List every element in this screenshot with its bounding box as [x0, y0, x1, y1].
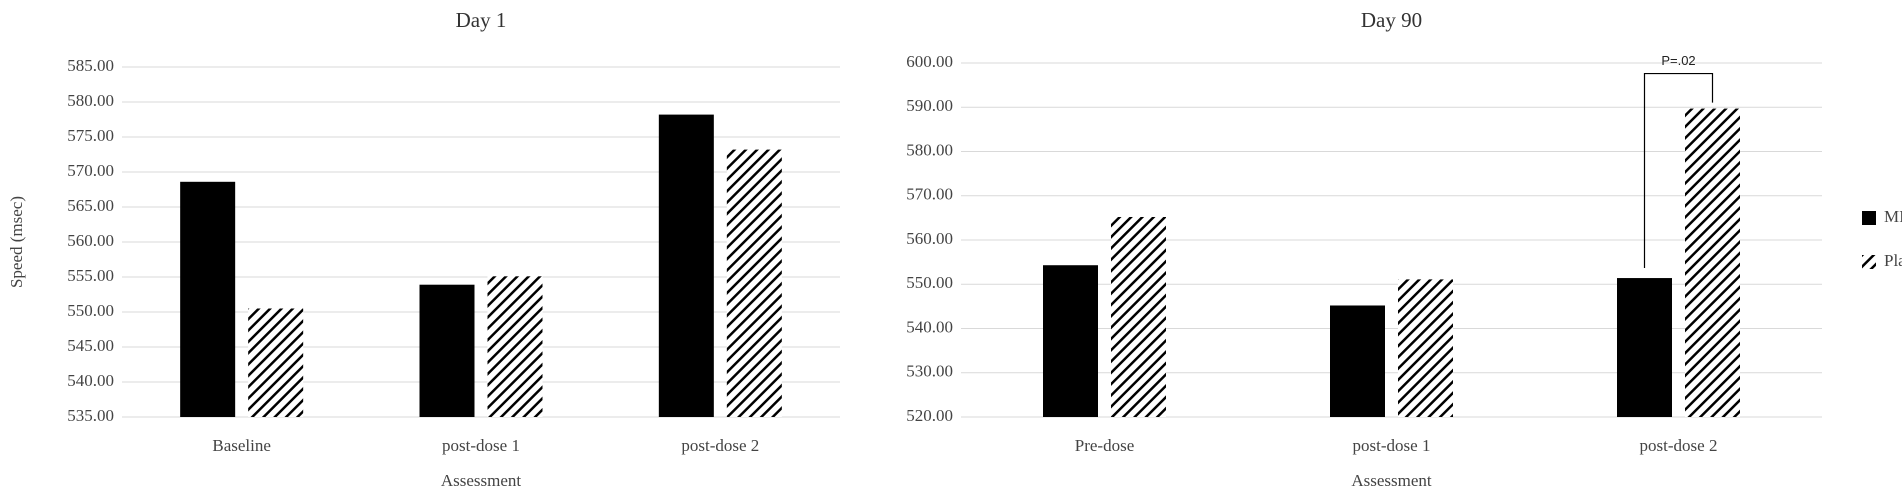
bar — [1111, 216, 1166, 417]
significance-bracket — [1643, 72, 1714, 269]
y-tick-label: 540.00 — [906, 317, 953, 336]
y-tick-label: 580.00 — [67, 91, 114, 110]
y-tick-label: 555.00 — [67, 266, 114, 285]
bar — [180, 181, 236, 417]
y-tick-label: 570.00 — [906, 185, 953, 204]
bar — [658, 114, 714, 417]
chart: Day 1 535.00 540.00 545.00 550.00 555.00 560.0… — [7, 8, 840, 490]
bar — [726, 149, 782, 417]
legend-label: MIHS — [1884, 207, 1902, 226]
y-tick-label: 550.00 — [906, 273, 953, 292]
y-tick-label: 550.00 — [67, 301, 114, 320]
legend-label: Placebo — [1884, 251, 1902, 270]
annotation: P=.02 — [1661, 53, 1695, 68]
y-tick-label: 580.00 — [906, 140, 953, 159]
y-tick-label: 535.00 — [67, 406, 114, 425]
x-tick-label: post-dose 2 — [681, 436, 759, 455]
y-tick-label: 570.00 — [67, 161, 114, 180]
y-tick-label: 565.00 — [67, 196, 114, 215]
bar — [1398, 279, 1453, 417]
y-tick-label: 545.00 — [67, 336, 114, 355]
legend-swatch — [1862, 211, 1876, 225]
bar — [248, 308, 304, 417]
y-tick-label: 530.00 — [906, 362, 953, 381]
y-tick-label: 590.00 — [906, 96, 953, 115]
y-tick-label: 560.00 — [906, 229, 953, 248]
bar — [1330, 305, 1385, 417]
chart: Day 90 520.00 530.00 540.00 550.00 560.00 570.… — [906, 8, 1902, 490]
y-tick-label: 575.00 — [67, 126, 114, 145]
y-tick-label: 585.00 — [67, 56, 114, 75]
bar — [419, 284, 475, 417]
y-tick-label: 520.00 — [906, 406, 953, 425]
bar — [1043, 265, 1098, 417]
y-tick-label: 600.00 — [906, 52, 953, 71]
x-tick-label: Pre-dose — [1075, 436, 1134, 455]
x-axis-label: Assessment — [1351, 471, 1432, 490]
x-tick-label: post-dose 1 — [1353, 436, 1431, 455]
y-tick-label: 540.00 — [67, 371, 114, 390]
bar — [1685, 108, 1740, 417]
bar — [487, 276, 543, 417]
bar — [1617, 278, 1672, 417]
chart-title: Day 1 — [456, 8, 507, 32]
chart-title: Day 90 — [1361, 8, 1422, 32]
x-axis-label: Assessment — [441, 471, 522, 490]
x-tick-label: post-dose 2 — [1640, 436, 1718, 455]
x-tick-label: post-dose 1 — [442, 436, 520, 455]
y-tick-label: 560.00 — [67, 231, 114, 250]
x-tick-label: Baseline — [212, 436, 271, 455]
legend-swatch — [1862, 255, 1876, 269]
y-axis-label: Speed (msec) — [7, 196, 26, 288]
